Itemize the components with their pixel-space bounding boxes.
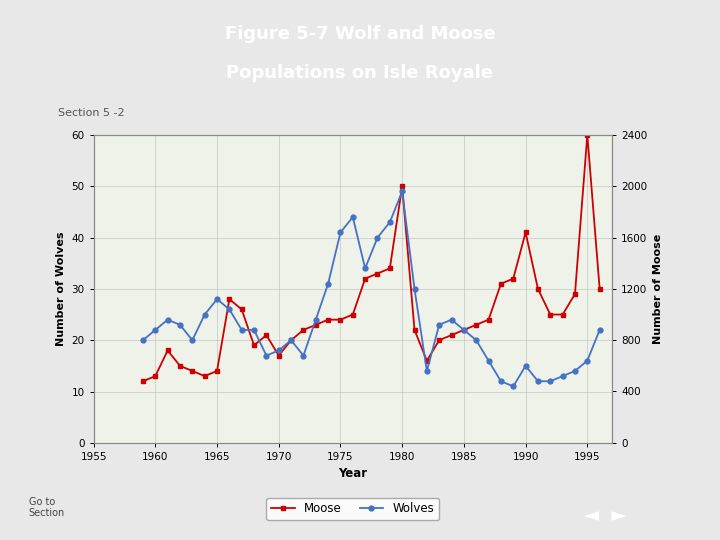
X-axis label: Year: Year (338, 468, 367, 481)
Text: ◄  ►: ◄ ► (583, 506, 626, 525)
Text: Go to
Section: Go to Section (29, 497, 65, 518)
Text: Figure 5-7 Wolf and Moose: Figure 5-7 Wolf and Moose (225, 25, 495, 43)
Y-axis label: Number of Wolves: Number of Wolves (56, 232, 66, 346)
Text: Populations on Isle Royale: Populations on Isle Royale (227, 64, 493, 82)
Text: Section 5 -2: Section 5 -2 (58, 108, 125, 118)
Y-axis label: Number of Moose: Number of Moose (653, 234, 663, 344)
Legend: Moose, Wolves: Moose, Wolves (266, 497, 439, 520)
